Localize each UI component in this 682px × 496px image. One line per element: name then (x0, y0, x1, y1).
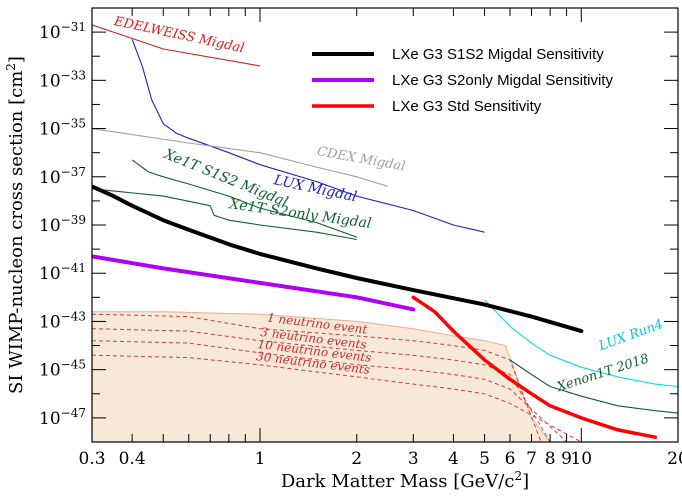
cdex-migdal-curve (92, 128, 388, 187)
xenon1t-2018-curve (509, 359, 678, 414)
annotation-xenon1t-2018: Xenon1T 2018 (554, 351, 651, 395)
y-tick-label: 10−45 (39, 358, 86, 381)
x-tick-label: 0.3 (78, 449, 105, 469)
lux-run4-curve (484, 299, 678, 388)
y-tick-label: 10−31 (39, 20, 86, 43)
y-tick-label: 10−41 (39, 261, 86, 284)
annotation-lux-run4: LUX Run4 (596, 317, 665, 354)
xe1t-s2only-migdal-curve (92, 188, 357, 241)
neutrino-floor-layer (92, 311, 678, 442)
x-axis-title-main: Dark Matter Mass [GeV/c (281, 471, 515, 492)
neutrino-contours-layer (92, 313, 582, 442)
y-axis-title-sup: 2 (4, 63, 18, 71)
y-tick-base: 10 (39, 71, 61, 91)
y-axis-title: SI WIMP-nucleon cross section [cm2] (4, 56, 27, 394)
y-tick-label: 10−39 (39, 213, 86, 236)
lxe-g3-s2only-migdal-sensitivity-line (92, 254, 416, 312)
sensitivity-series-layer (92, 184, 658, 439)
neutrino-contour-2 (92, 328, 551, 442)
y-tick-base: 10 (39, 361, 61, 381)
y-tick-exp: −33 (61, 68, 86, 82)
y-tick-exp: −39 (61, 213, 86, 227)
x-tick-label: 20 (667, 449, 682, 469)
legend-label-lxe-g3-std-sensitivity: LXe G3 Std Sensitivity (392, 98, 542, 115)
y-tick-exp: −43 (61, 309, 86, 323)
y-tick-base: 10 (39, 23, 61, 43)
y-tick-label: 10−43 (39, 309, 86, 332)
y-tick-exp: −31 (61, 20, 86, 34)
legend: LXe G3 S1S2 Migdal Sensitivity LXe G3 S2o… (312, 46, 613, 115)
x-tick-label: 5 (479, 449, 490, 469)
y-tick-label: 10−37 (39, 165, 86, 188)
x-tick-label: 3 (408, 449, 419, 469)
neutrino-floor-area (92, 311, 678, 442)
y-tick-exp: −35 (61, 117, 86, 131)
y-tick-base: 10 (39, 168, 61, 188)
legend-label-lxe-g3-s1s2-migdal-sensitivity: LXe G3 S1S2 Migdal Sensitivity (392, 46, 604, 63)
y-tick-label: 10−35 (39, 117, 86, 140)
lxe-g3-std-sensitivity-line (411, 295, 658, 439)
y-tick-label: 10−47 (39, 406, 86, 429)
x-tick-label: 2 (351, 449, 362, 469)
lux-migdal-curve (131, 39, 485, 233)
y-axis-title-main: SI WIMP-nucleon cross section [cm (6, 71, 27, 394)
x-axis-title-end: ] (522, 471, 529, 492)
other-experiments-layer (92, 24, 678, 414)
y-tick-base: 10 (39, 264, 61, 284)
edelweiss-migdal-curve (92, 24, 261, 67)
x-tick-label: 7 (526, 449, 537, 469)
x-tick-label: 6 (505, 449, 516, 469)
y-tick-label: 10−33 (39, 68, 86, 91)
axis-ticks-layer: 10−3110−3310−3510−3710−3910−4110−4310−45… (39, 7, 682, 469)
y-tick-base: 10 (39, 409, 61, 429)
x-axis-title: Dark Matter Mass [GeV/c2] (281, 469, 529, 492)
annotation-edelweiss-migdal: EDELWEISS Migdal (112, 14, 246, 56)
x-tick-label: 8 (545, 449, 556, 469)
neutrino-contour-3 (92, 340, 567, 442)
x-tick-label: 4 (448, 449, 459, 469)
xe1t-s1s2-migdal-curve (131, 159, 357, 238)
y-tick-exp: −47 (61, 406, 86, 420)
x-tick-label: 1 (255, 449, 266, 469)
x-tick-label: 0.4 (119, 449, 146, 469)
x-axis-title-sup: 2 (514, 469, 522, 483)
neutrino-contour-1 (92, 313, 542, 442)
y-tick-exp: −45 (61, 358, 86, 372)
neutrino-contour-4 (92, 354, 582, 442)
y-tick-base: 10 (39, 312, 61, 332)
legend-label-lxe-g3-s2only-migdal-sensitivity: LXe G3 S2only Migdal Sensitivity (392, 72, 613, 89)
y-tick-exp: −41 (61, 261, 86, 275)
y-tick-base: 10 (39, 216, 61, 236)
y-tick-exp: −37 (61, 165, 86, 179)
x-tick-label: 10 (570, 449, 592, 469)
x-tick-label: 9 (561, 449, 572, 469)
y-tick-base: 10 (39, 120, 61, 140)
lxe-g3-s1s2-migdal-sensitivity-line (92, 184, 584, 334)
y-axis-title-end: ] (6, 56, 27, 63)
